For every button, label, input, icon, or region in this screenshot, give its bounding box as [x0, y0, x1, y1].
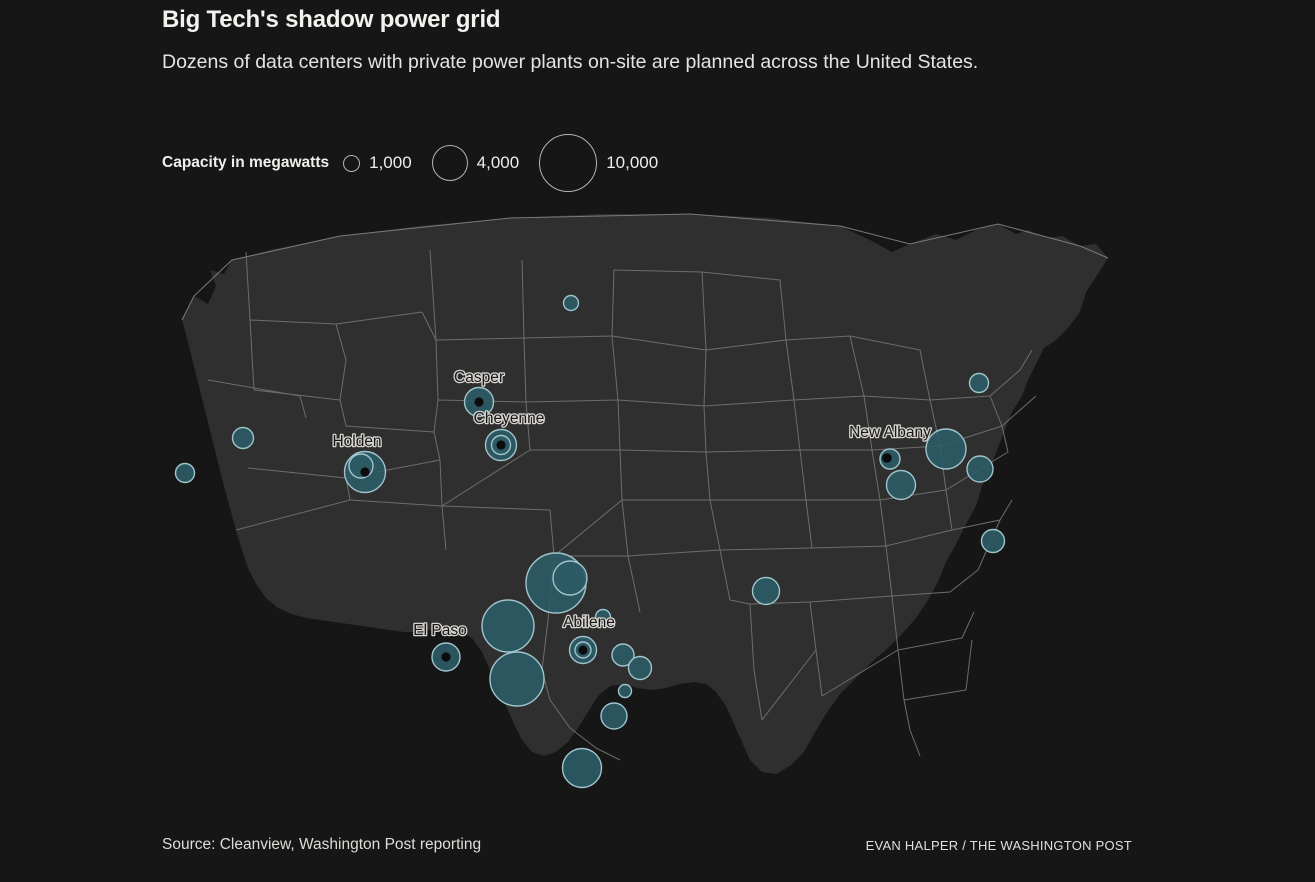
page-title: Big Tech's shadow power grid — [162, 6, 501, 33]
city-dot-abilene — [578, 645, 588, 655]
city-dot-el-paso — [441, 652, 451, 662]
bubble-gulf-coast-texas[interactable] — [561, 747, 603, 789]
bubble-ohio-large[interactable] — [925, 428, 967, 470]
legend-item-4000: 4,000 — [431, 145, 534, 181]
legend-circle-large — [539, 134, 598, 192]
city-dot-holden — [360, 467, 370, 477]
legend-label-small: 1,000 — [369, 153, 412, 172]
map-landmass — [182, 214, 1108, 774]
data-bubbles[interactable] — [174, 294, 1006, 789]
bubble-texas-small[interactable] — [617, 683, 633, 699]
city-dot-cheyenne — [496, 440, 506, 450]
legend-item-10000: 10,000 — [539, 134, 672, 192]
legend-label-large: 10,000 — [606, 153, 659, 172]
city-label-abilene: Abilene — [563, 614, 615, 631]
bubble-missouri[interactable] — [751, 576, 781, 606]
city-label-el-paso: El Paso — [413, 622, 466, 639]
bubble-ohio-lower[interactable] — [885, 469, 917, 501]
city-label-new-albany: New Albany — [849, 424, 931, 441]
bubble-virginia[interactable] — [980, 528, 1006, 554]
page-subtitle: Dozens of data centers with private powe… — [162, 50, 979, 73]
legend-label-medium: 4,000 — [476, 153, 520, 172]
city-dots — [360, 397, 892, 662]
bubble-west-texas[interactable] — [481, 599, 535, 653]
bubble-holden-inner[interactable] — [348, 453, 374, 479]
byline-credit: EVAN HALPER / THE WASHINGTON POST — [865, 838, 1132, 853]
legend: Capacity in megawatts 1,000 4,000 10,000 — [162, 133, 678, 193]
header: Big Tech's shadow power grid Dozens of d… — [162, 0, 1142, 76]
bubble-nevada[interactable] — [231, 426, 255, 450]
bubble-michigan[interactable] — [968, 372, 990, 394]
bubble-california[interactable] — [174, 462, 196, 484]
legend-circle-medium — [431, 145, 468, 181]
bubble-maryland[interactable] — [966, 455, 994, 483]
bubble-west-texas-lower[interactable] — [489, 651, 545, 707]
us-map[interactable]: Casper Cheyenne Holden El Paso Abilene N… — [150, 200, 1150, 820]
legend-circle-small — [343, 154, 361, 172]
city-label-holden: Holden — [332, 433, 381, 450]
city-label-casper: Casper — [454, 369, 504, 386]
bubble-east-central-texas[interactable] — [627, 655, 653, 681]
city-dot-new-albany — [882, 453, 892, 463]
source-note: Source: Cleanview, Washington Post repor… — [162, 836, 482, 853]
bubble-north-central-texas[interactable] — [594, 608, 612, 626]
bubble-south-central-texas[interactable] — [600, 702, 628, 730]
bubble-texas-panhandle-inner[interactable] — [552, 560, 588, 596]
city-label-cheyenne: Cheyenne — [474, 410, 545, 427]
map-outline — [181, 213, 1109, 321]
state-borders — [207, 249, 1037, 761]
bubble-central-texas[interactable] — [611, 643, 635, 667]
legend-item-1000: 1,000 — [343, 153, 426, 173]
map-container[interactable]: Casper Cheyenne Holden El Paso Abilene N… — [150, 200, 1150, 820]
city-labels: Casper Cheyenne Holden El Paso Abilene N… — [331, 368, 932, 641]
city-dot-casper — [474, 397, 484, 407]
legend-title: Capacity in megawatts — [162, 154, 330, 171]
bubble-north-dakota[interactable] — [562, 294, 580, 312]
